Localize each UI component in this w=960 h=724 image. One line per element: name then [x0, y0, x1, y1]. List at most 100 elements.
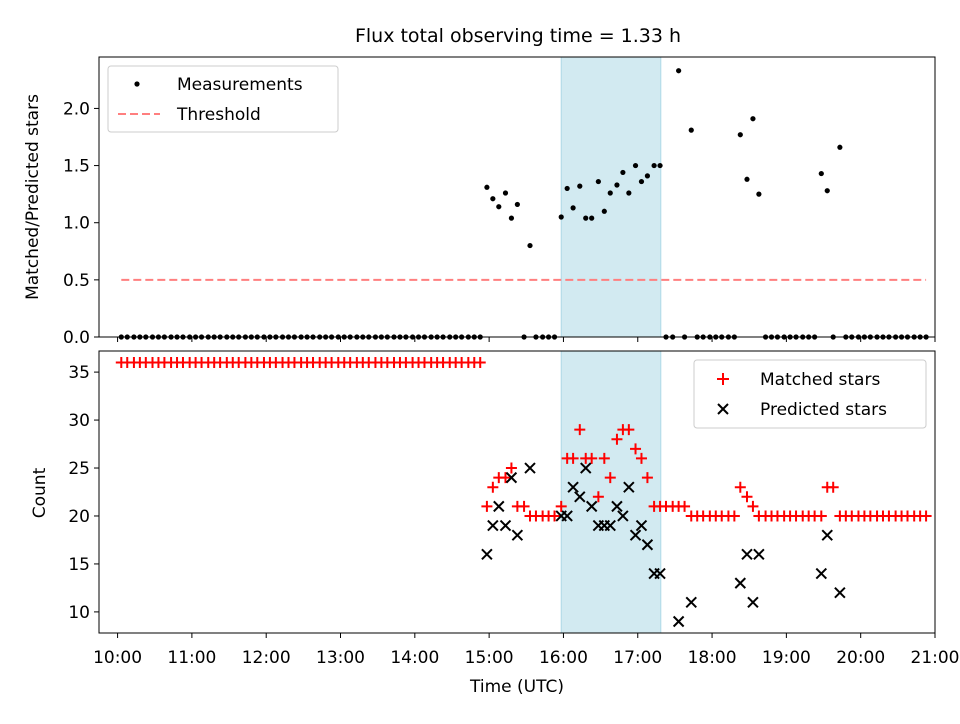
predicted-star-point [511, 529, 524, 541]
measurement-point [490, 196, 496, 202]
matched-star-point [728, 510, 740, 522]
top-highlight-span [560, 56, 662, 338]
x-tick-label: 11:00 [167, 648, 216, 668]
measurement-point [688, 127, 694, 133]
measurement-point [514, 201, 520, 208]
measurement-point [651, 162, 657, 169]
predicted-star-point [654, 567, 666, 580]
measurement-point [589, 215, 595, 221]
top-plot-frame [98, 56, 936, 338]
legend-matched-marker [717, 373, 729, 385]
top-y-tick-label: 2.0 [63, 99, 90, 119]
predicted-star-point [617, 510, 629, 522]
matched-star-point [505, 462, 517, 474]
measurement-point [558, 214, 564, 220]
measurement-point [737, 132, 743, 138]
top-y-tick-label: 1.5 [63, 157, 90, 177]
measurement-point [824, 188, 830, 194]
bottom-legend-frame [693, 359, 927, 429]
predicted-star-point [481, 548, 493, 561]
matched-star-point [567, 452, 579, 464]
matched-star-point [815, 510, 827, 522]
x-tick-label: 14:00 [390, 648, 439, 668]
legend-predicted-marker [717, 403, 729, 415]
measurement-point [626, 190, 632, 196]
matched-star-point [598, 452, 610, 464]
matched-star-point [499, 472, 511, 484]
measurement-point [632, 162, 639, 169]
matched-star-point [518, 500, 530, 512]
matched-star-point [734, 481, 746, 493]
measurement-point [644, 173, 651, 179]
predicted-star-point [815, 567, 828, 580]
measurement-point [527, 242, 533, 249]
x-tick-label: 10:00 [93, 648, 142, 668]
legend-measurements-marker [134, 81, 140, 87]
matched-star-point [487, 481, 499, 493]
measurement-point [607, 190, 613, 196]
legend-matched-label: Matched stars [760, 370, 880, 390]
predicted-star-point [629, 529, 642, 541]
matched-star-point [747, 500, 759, 512]
measurement-point [583, 215, 589, 221]
top-panel: 0.00.51.01.52.0 Matched/Predicted stars … [23, 56, 936, 348]
matched-star-point [592, 491, 604, 503]
predicted-star-point [585, 500, 598, 513]
x-tick-label: 16:00 [539, 648, 588, 668]
predicted-star-point [611, 500, 623, 513]
measurement-point [756, 191, 762, 197]
measurement-point [818, 170, 824, 177]
legend-threshold-label: Threshold [176, 105, 261, 125]
predicted-star-point [493, 500, 505, 513]
matched-star-point [630, 443, 642, 455]
predicted-star-point [834, 587, 846, 599]
measurement-point [744, 176, 750, 182]
measurement-point [496, 204, 502, 210]
x-tick-label: 19:00 [762, 648, 811, 668]
x-tick-label: 20:00 [836, 648, 885, 668]
chart-title: Flux total observing time = 1.33 h [355, 25, 681, 47]
bottom-y-tick-label: 30 [68, 411, 90, 431]
legend-predicted-label: Predicted stars [760, 400, 887, 420]
matched-star-point [635, 452, 647, 464]
x-tick-label: 18:00 [688, 648, 737, 668]
x-tick-label: 21:00 [911, 648, 960, 668]
bottom-y-tick-label: 15 [68, 555, 90, 575]
predicted-star-point [635, 519, 648, 532]
matched-star-point [481, 500, 493, 512]
matched-star-point [574, 424, 586, 436]
legend-measurements-label: Measurements [177, 75, 303, 95]
matched-star-point [679, 500, 691, 512]
matched-star-point [474, 357, 486, 369]
bottom-y-tick-label: 25 [68, 459, 90, 479]
predicted-star-point [505, 471, 518, 484]
x-axis-label: Time (UTC) [469, 677, 564, 697]
top-legend-frame [107, 65, 339, 133]
predicted-star-point [487, 519, 499, 532]
predicted-star-point [641, 539, 654, 551]
measurement-point [577, 183, 583, 189]
matched-star-point [549, 510, 561, 522]
bottom-plot-frame [98, 350, 936, 634]
measurement-point [564, 185, 570, 192]
measurement-point [595, 178, 601, 185]
top-y-tick-label: 0.5 [63, 271, 90, 291]
predicted-star-point [499, 519, 512, 532]
top-y-tick-label: 0.0 [63, 328, 90, 348]
measurement-point [620, 169, 626, 176]
predicted-star-point [524, 462, 536, 474]
measurement-point [484, 184, 490, 190]
predicted-star-point [747, 596, 759, 609]
bottom-y-tick-label: 10 [68, 603, 90, 623]
predicted-star-point [580, 462, 592, 474]
bottom-panel: 10 15 20 25 30 35 10:00 11:00 12:00 13:00 14:00 15… [30, 350, 960, 697]
matched-star-point [604, 472, 616, 484]
measurement-point [676, 68, 682, 74]
predicted-star-point [561, 510, 573, 522]
matched-star-point [623, 424, 635, 436]
predicted-star-point [734, 577, 747, 589]
matched-star-point [920, 510, 932, 522]
matched-star-point [555, 500, 567, 512]
bottom-y-tick-label: 20 [68, 507, 90, 527]
matched-star-point [611, 433, 623, 445]
